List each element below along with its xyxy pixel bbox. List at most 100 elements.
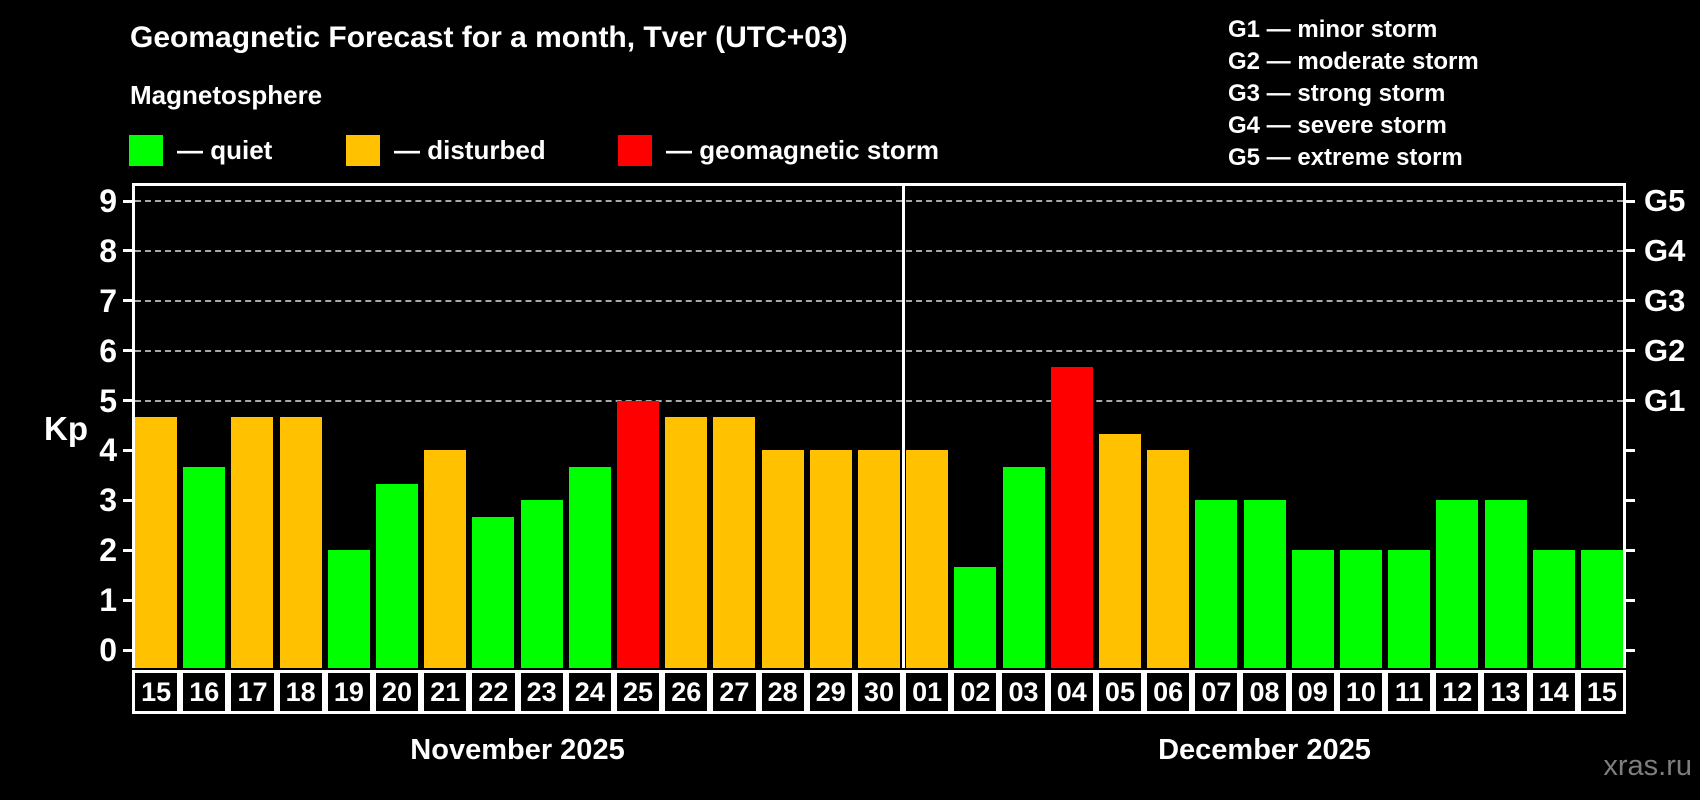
day-label-nov-19: 19 [324, 670, 373, 714]
y-axis-left-tick-5 [123, 399, 135, 403]
kp-bar-nov-19 [327, 550, 370, 668]
kp-bar-nov-27 [713, 417, 756, 668]
month-divider-line [901, 183, 905, 668]
day-label-nov-28: 28 [758, 670, 807, 714]
y-tick-label-2: 2 [99, 532, 117, 569]
day-label-nov-20: 20 [372, 670, 422, 714]
day-label-nov-16: 16 [180, 670, 229, 714]
y-tick-label-5: 5 [99, 382, 117, 419]
g-axis-label-g3: G3 [1644, 282, 1686, 318]
day-label-dec-06: 06 [1144, 670, 1193, 714]
day-label-dec-01: 01 [903, 670, 952, 714]
storm-scale-g2: G2 — moderate storm [1228, 48, 1479, 75]
day-label-dec-04: 04 [1047, 670, 1096, 714]
month-label-december: December 2025 [1158, 734, 1371, 766]
storm-scale-g1: G1 — minor storm [1228, 16, 1438, 43]
storm-scale-g3: G3 — strong storm [1228, 80, 1446, 107]
y-axis-title: Kp [44, 410, 88, 447]
g-axis-label-g2: G2 [1644, 332, 1686, 368]
day-label-dec-14: 14 [1529, 670, 1578, 714]
kp-bar-dec-03 [1002, 466, 1045, 668]
legend-label-storm: — geomagnetic storm [666, 134, 940, 165]
day-label-dec-02: 02 [951, 670, 1000, 714]
g-axis-label-g4: G4 [1644, 232, 1686, 268]
kp-bar-dec-09 [1291, 550, 1334, 668]
kp-bar-dec-08 [1243, 500, 1286, 668]
day-label-dec-11: 11 [1385, 670, 1434, 714]
y-axis-right-tick-8 [1623, 249, 1635, 253]
day-label-nov-15: 15 [132, 670, 181, 714]
watermark: xras.ru [1603, 750, 1692, 782]
gridline-kp-8 [135, 249, 1623, 252]
storm-scale-legend: G1 — minor storm G2 — moderate storm G3 … [1228, 14, 1479, 174]
day-label-nov-21: 21 [421, 670, 470, 714]
day-label-nov-26: 26 [662, 670, 711, 714]
y-axis-left-tick-3 [123, 498, 135, 502]
kp-bar-dec-05 [1098, 434, 1141, 668]
storm-scale-g5: G5 — extreme storm [1228, 144, 1463, 171]
g-axis-label-g5: G5 [1644, 183, 1686, 219]
day-label-dec-08: 08 [1240, 670, 1289, 714]
day-label-dec-12: 12 [1433, 670, 1482, 714]
kp-bar-nov-24 [568, 466, 611, 668]
y-axis-right-tick-9 [1623, 199, 1635, 203]
y-axis-right-tick-7 [1623, 299, 1635, 303]
y-axis-right-tick-1 [1623, 598, 1635, 602]
kp-bar-nov-28 [761, 450, 804, 668]
y-tick-label-9: 9 [99, 183, 117, 220]
y-tick-label-3: 3 [99, 482, 117, 519]
gridline-kp-7 [135, 299, 1623, 302]
y-axis-left-tick-7 [123, 299, 135, 303]
plot-border-top [132, 183, 1626, 186]
kp-bar-dec-12 [1436, 500, 1479, 668]
y-axis-left-tick-6 [123, 349, 135, 353]
day-label-dec-05: 05 [1095, 670, 1145, 714]
kp-bar-nov-22 [472, 516, 515, 668]
kp-bar-nov-16 [183, 466, 226, 668]
y-tick-label-7: 7 [99, 282, 117, 319]
kp-bar-dec-11 [1388, 550, 1431, 668]
y-tick-label-6: 6 [99, 332, 117, 369]
kp-bar-dec-04 [1050, 367, 1093, 668]
kp-bar-nov-23 [520, 500, 563, 668]
day-label-dec-09: 09 [1288, 670, 1337, 714]
gridline-kp-5 [135, 399, 1623, 402]
storm-scale-g4: G4 — severe storm [1228, 112, 1447, 139]
y-axis-left-tick-4 [123, 448, 135, 452]
gridline-kp-9 [135, 200, 1623, 203]
day-label-nov-24: 24 [565, 670, 614, 714]
day-label-nov-25: 25 [613, 670, 663, 714]
day-label-dec-07: 07 [1192, 670, 1241, 714]
legend-label-quiet: — quiet [177, 134, 273, 165]
kp-bar-dec-15 [1580, 550, 1623, 668]
day-label-dec-03: 03 [999, 670, 1048, 714]
plot-border-right [1623, 183, 1626, 668]
day-label-nov-29: 29 [806, 670, 855, 714]
y-axis-left-tick-0 [123, 648, 135, 652]
kp-bar-nov-25 [617, 400, 660, 668]
day-label-dec-13: 13 [1481, 670, 1530, 714]
y-tick-label-0: 0 [99, 632, 117, 668]
month-label-november: November 2025 [410, 734, 625, 766]
kp-bar-nov-26 [665, 417, 708, 668]
y-axis-left-tick-1 [123, 598, 135, 602]
y-axis-right-tick-6 [1623, 349, 1635, 353]
day-label-nov-30: 30 [854, 670, 904, 714]
kp-bar-nov-30 [858, 450, 900, 668]
quiet-color-swatch [129, 134, 163, 166]
kp-bar-dec-02 [954, 566, 997, 668]
storm-color-swatch [618, 134, 652, 166]
y-axis-left-tick-8 [123, 249, 135, 253]
legend-item-storm: — geomagnetic storm [618, 133, 939, 167]
y-axis-left-tick-2 [123, 548, 135, 552]
kp-bar-dec-14 [1532, 550, 1575, 668]
day-label-nov-23: 23 [517, 670, 566, 714]
day-label-nov-17: 17 [228, 670, 277, 714]
day-label-nov-18: 18 [276, 670, 325, 714]
day-label-nov-27: 27 [710, 670, 759, 714]
y-axis-right-tick-4 [1623, 448, 1635, 452]
legend-item-quiet: — quiet [129, 133, 272, 167]
y-tick-label-4: 4 [99, 432, 117, 469]
magnetosphere-label: Magnetosphere [130, 80, 323, 110]
kp-bar-dec-10 [1339, 550, 1382, 668]
